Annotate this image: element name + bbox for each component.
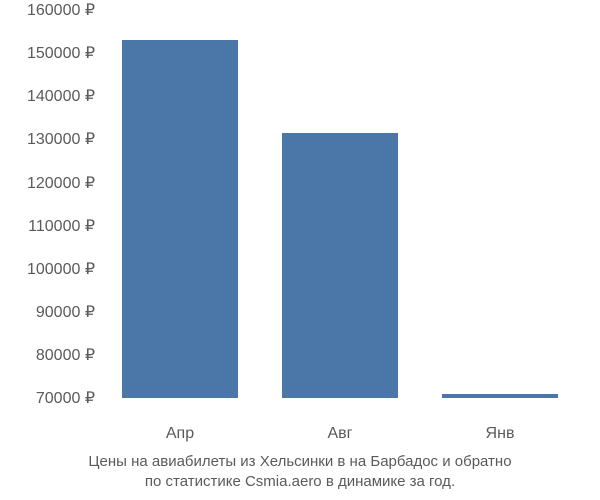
- y-tick-label: 130000 ₽: [27, 129, 95, 149]
- bar: [122, 40, 237, 398]
- plot-area: [100, 10, 580, 420]
- y-tick-label: 90000 ₽: [36, 302, 95, 322]
- x-tick-label: Апр: [166, 425, 194, 443]
- chart-caption: Цены на авиабилеты из Хельсинки в на Бар…: [0, 452, 600, 493]
- y-tick-label: 160000 ₽: [27, 0, 95, 20]
- y-tick-label: 140000 ₽: [27, 86, 95, 106]
- y-tick-label: 120000 ₽: [27, 173, 95, 193]
- y-tick-label: 70000 ₽: [36, 388, 95, 408]
- x-tick-label: Янв: [486, 425, 515, 443]
- caption-line-1: Цены на авиабилеты из Хельсинки в на Бар…: [88, 453, 511, 470]
- bar: [442, 394, 557, 398]
- caption-line-2: по статистике Csmia.aero в динамике за г…: [145, 473, 455, 490]
- y-tick-label: 110000 ₽: [28, 216, 95, 236]
- price-chart: 70000 ₽ 80000 ₽ 90000 ₽ 100000 ₽ 110000 ₽ 120…: [0, 0, 600, 500]
- y-tick-label: 80000 ₽: [36, 345, 95, 365]
- x-tick-label: Авг: [327, 425, 352, 443]
- y-tick-label: 100000 ₽: [27, 259, 95, 279]
- y-tick-label: 150000 ₽: [27, 43, 95, 63]
- bar: [282, 133, 397, 398]
